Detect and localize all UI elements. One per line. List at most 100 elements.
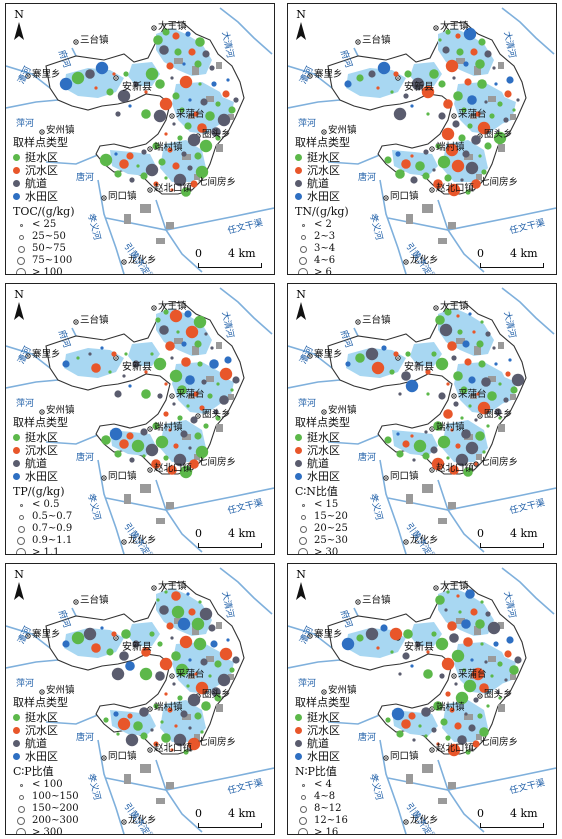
sample-point <box>508 358 512 362</box>
place-label: 龙化乡 <box>410 815 439 826</box>
sample-point <box>479 727 489 737</box>
town-symbol-center <box>431 428 433 430</box>
scale-end-label: 4 km <box>510 247 538 260</box>
town-symbol-center <box>123 821 125 823</box>
settlement-patch <box>166 782 174 789</box>
legend-type-label: 沉水区 <box>25 443 58 457</box>
sample-point <box>402 652 410 660</box>
sample-point <box>170 188 174 192</box>
sample-point <box>155 671 165 681</box>
legend-size-symbol <box>298 828 308 834</box>
town-symbol-center <box>115 637 117 639</box>
sample-point <box>385 717 391 723</box>
legend-swatch <box>13 460 20 467</box>
legend-type-item: 挺水区 <box>13 431 72 444</box>
legend-size-item: 150~200 <box>13 803 79 815</box>
legend-size-item: > 16 <box>295 827 350 834</box>
sample-point <box>462 668 466 672</box>
sample-point <box>390 90 394 94</box>
legend-size-symbol <box>17 805 25 813</box>
settlement-patch <box>194 734 200 740</box>
river-line <box>219 7 273 55</box>
lake-area <box>128 622 160 646</box>
town-symbol-center <box>479 695 481 697</box>
legend-variable-title: N∶P比值 <box>295 765 337 778</box>
legend-type-label: 水田区 <box>307 469 340 483</box>
legend-size-label: 0.9~1.1 <box>32 535 73 546</box>
legend-type-item: 挺水区 <box>295 711 350 724</box>
sample-point <box>368 70 376 78</box>
sample-point <box>504 678 508 682</box>
settlement-patch <box>216 704 223 712</box>
place-label: 采蒲台 <box>458 389 487 400</box>
legend-type-label: 沉水区 <box>25 723 58 737</box>
sample-point <box>444 608 448 612</box>
sample-point <box>179 635 193 649</box>
legend-swatch <box>295 740 302 747</box>
map-canvas <box>6 567 274 834</box>
sample-point <box>217 673 231 687</box>
legend-type-item: 水田区 <box>295 190 350 203</box>
sample-point <box>214 660 222 668</box>
sample-point <box>439 673 445 679</box>
sample-point <box>431 727 437 733</box>
town-symbol-center <box>149 189 151 191</box>
legend-size-symbol <box>298 268 308 274</box>
sample-point <box>188 658 192 662</box>
legend-variable-title: TP/(g/kg) <box>13 485 65 498</box>
river-label: 萍河 <box>298 119 317 129</box>
legend-size-label: 25~50 <box>32 231 66 242</box>
river-line <box>6 625 51 649</box>
sample-point <box>200 730 204 734</box>
sample-point <box>91 363 101 373</box>
sample-point <box>462 340 470 348</box>
sample-point <box>222 90 230 98</box>
sample-point <box>457 329 463 335</box>
sample-point <box>451 649 465 663</box>
sample-point <box>505 371 511 377</box>
legend-size-label: < 4 <box>314 779 332 790</box>
sample-point <box>489 113 495 119</box>
settlement-patch <box>182 434 191 440</box>
sample-point <box>514 656 522 664</box>
settlement-patch <box>476 454 482 460</box>
sample-point <box>504 650 512 658</box>
town-symbol-center <box>309 355 311 357</box>
sample-point <box>164 132 168 136</box>
legend-size-label: > 100 <box>32 267 63 275</box>
place-label: 安新县 <box>122 642 152 653</box>
sample-point <box>438 392 446 400</box>
place-label: 圈头乡 <box>484 689 513 700</box>
legend-size-symbol <box>301 223 305 227</box>
legend-size-symbol <box>298 816 308 826</box>
sample-point <box>153 357 167 371</box>
sample-point <box>461 429 471 439</box>
settlement-patch <box>488 96 496 102</box>
settlement-patch <box>188 114 195 119</box>
place-label: 安州镇 <box>328 125 357 136</box>
town-symbol-center <box>431 708 433 710</box>
sample-point <box>195 165 209 179</box>
sample-point <box>141 389 151 399</box>
sample-point <box>194 152 202 160</box>
sample-point <box>88 352 92 356</box>
legend-size-label: 4~6 <box>314 255 336 266</box>
sample-point <box>411 77 425 91</box>
legend-size-symbol <box>16 536 26 546</box>
place-label: 三台镇 <box>80 315 109 326</box>
settlement-patch <box>498 704 505 712</box>
sample-point <box>478 154 482 158</box>
north-label: N <box>296 8 306 21</box>
sample-point <box>472 740 480 748</box>
sample-point <box>446 590 450 594</box>
sample-point <box>159 605 169 615</box>
sample-point <box>506 76 514 84</box>
river-line <box>45 713 101 725</box>
town-symbol-center <box>453 395 455 397</box>
legend: 取样点类型 挺水区 沉水区 航道 水田区 C∶P比值 < 100 100~150 150~200… <box>13 696 79 834</box>
sample-point <box>128 384 132 388</box>
sample-point <box>101 435 111 445</box>
sample-point <box>435 595 445 605</box>
place-label: 赵北口镇 <box>154 463 193 474</box>
legend-swatch <box>295 460 302 467</box>
